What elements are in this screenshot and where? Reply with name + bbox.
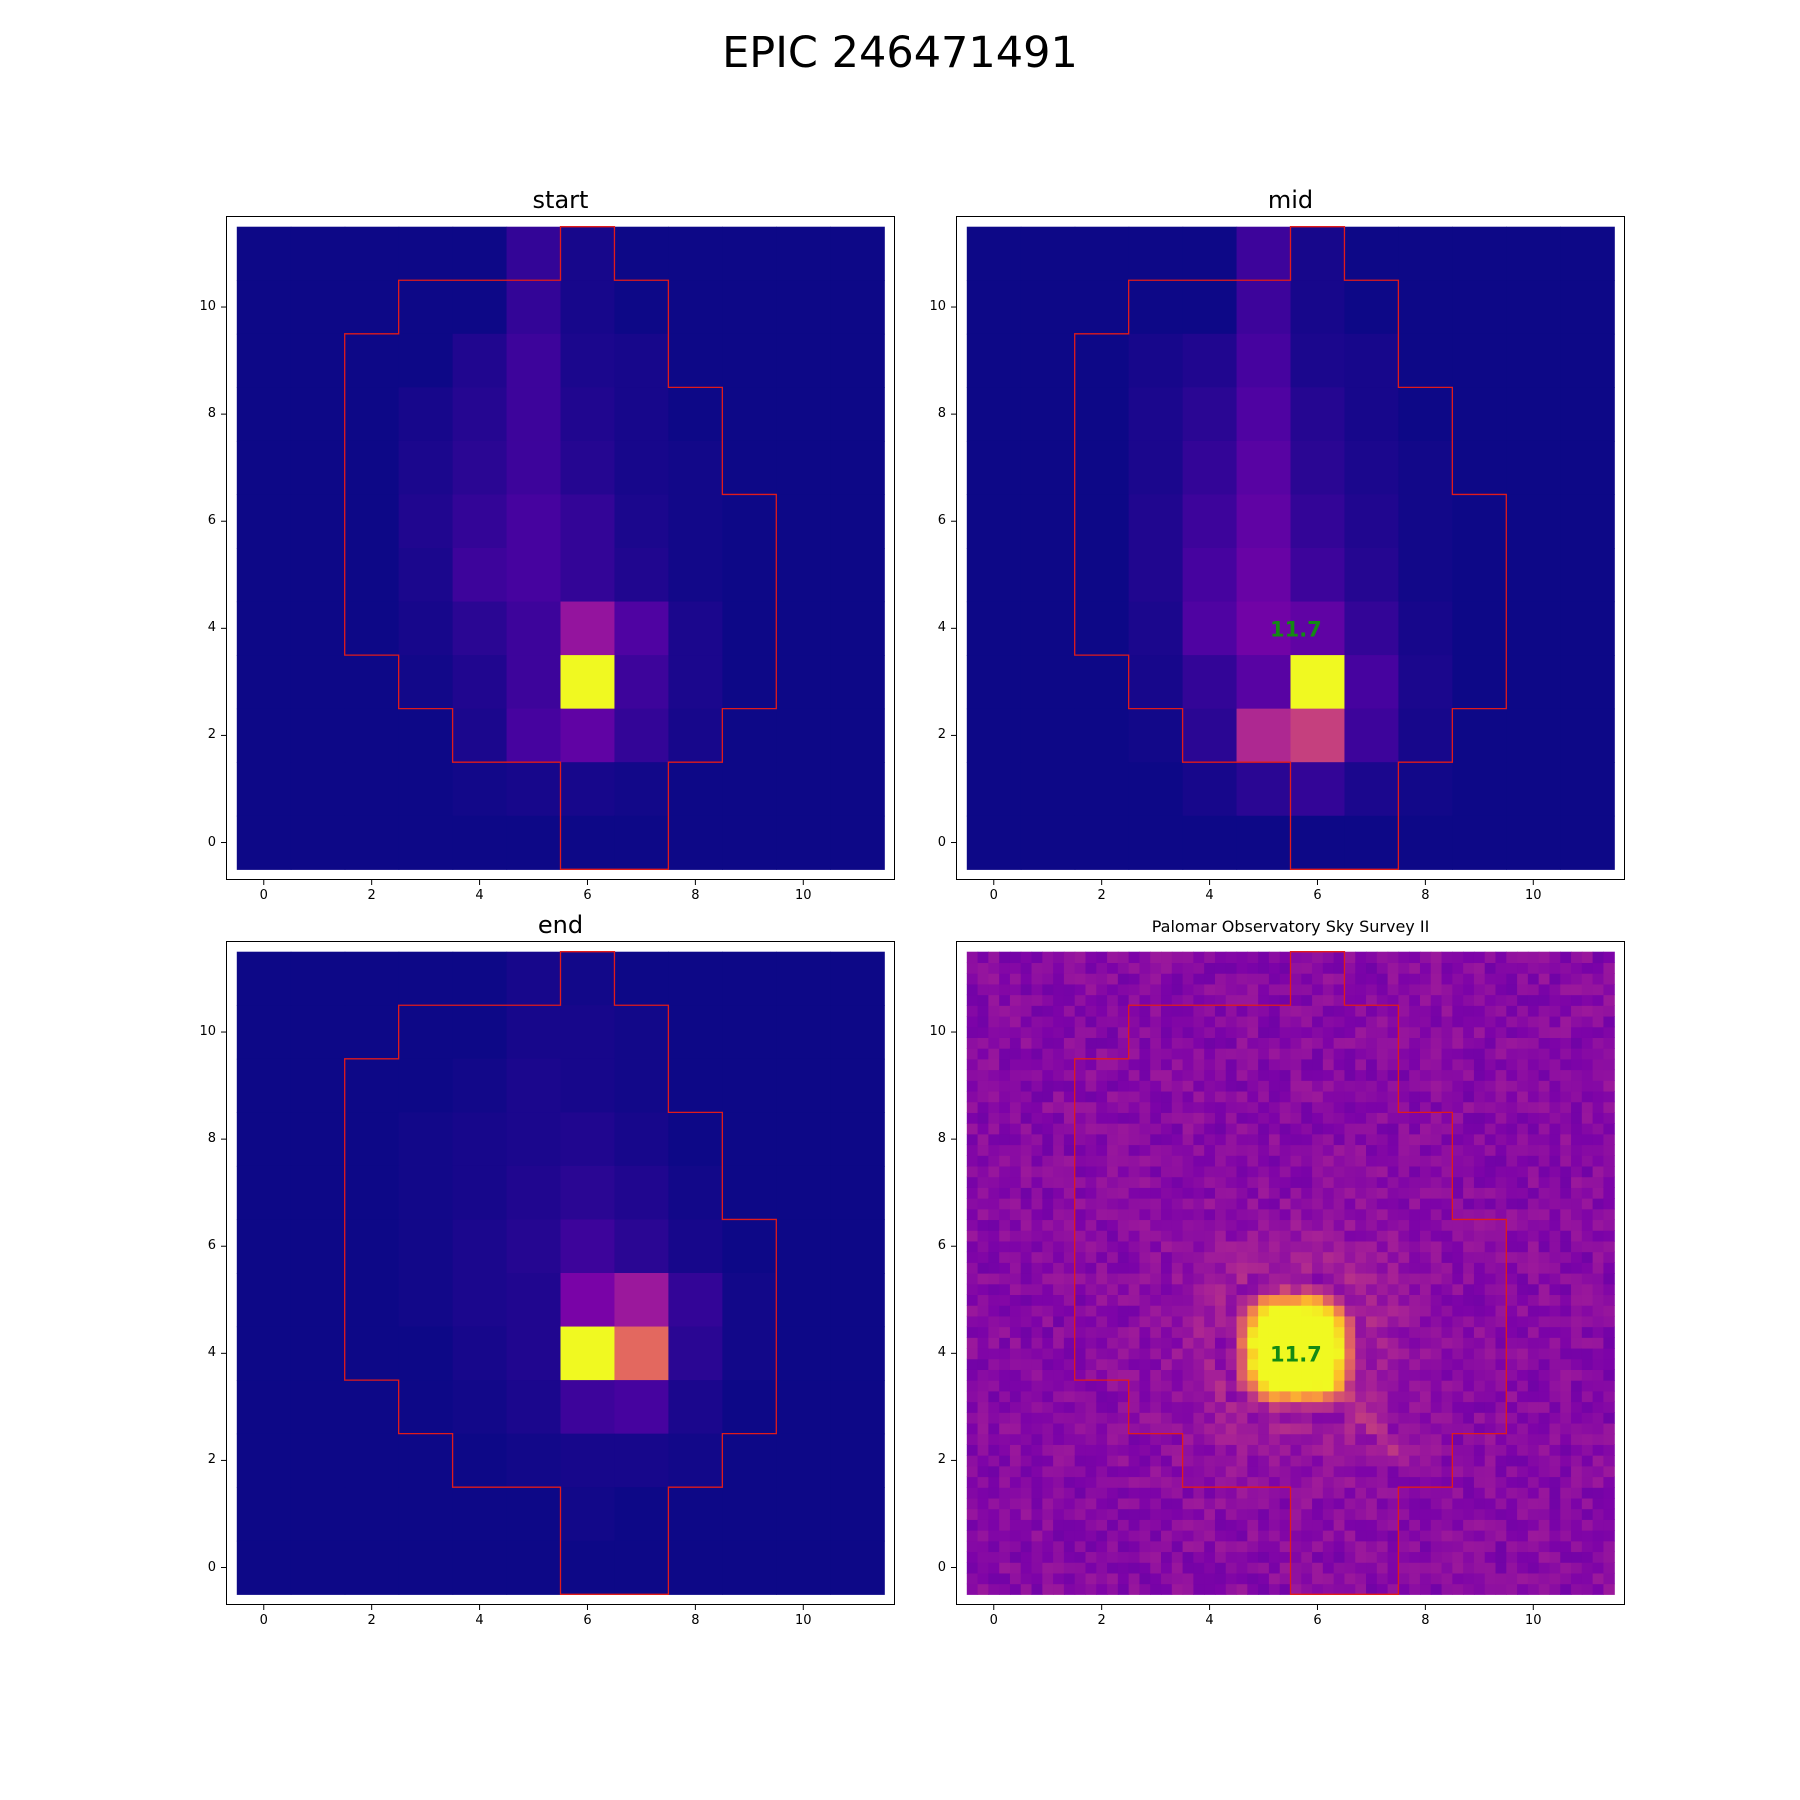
axes-end (226, 941, 895, 1605)
panel-title-survey: Palomar Observatory Sky Survey II (1151, 917, 1430, 936)
y-tick-label: 2 (937, 727, 946, 743)
y-tick-label: 0 (937, 834, 946, 850)
y-tick-label: 8 (937, 406, 946, 422)
y-tick-label: 8 (937, 1131, 946, 1147)
y-tick-label: 4 (937, 1345, 946, 1361)
x-tick-label: 2 (1097, 888, 1106, 903)
figure-title: EPIC 246471491 (722, 28, 1078, 78)
x-tick-label: 10 (1525, 888, 1542, 903)
x-tick-label: 10 (795, 888, 812, 903)
x-tick-label: 2 (1097, 1613, 1106, 1628)
x-tick-label: 8 (691, 1613, 700, 1628)
x-tick-label: 8 (1421, 888, 1430, 903)
x-tick-label: 2 (367, 888, 376, 903)
y-tick-label: 8 (207, 406, 216, 422)
y-tick-label: 6 (937, 513, 946, 529)
axes-start (226, 216, 895, 880)
x-tick-label: 10 (1525, 1613, 1542, 1628)
y-tick-label: 10 (199, 299, 216, 315)
y-tick-label: 8 (207, 1131, 216, 1147)
axes-mid (956, 216, 1625, 880)
x-tick-label: 4 (475, 888, 484, 903)
x-tick-label: 8 (691, 888, 700, 903)
y-tick-label: 0 (937, 1559, 946, 1575)
x-tick-label: 6 (1313, 1613, 1322, 1628)
panel-title-start: start (532, 186, 589, 214)
y-tick-label: 0 (207, 834, 216, 850)
x-tick-label: 4 (1205, 888, 1214, 903)
x-tick-label: 6 (583, 1613, 592, 1628)
x-tick-label: 0 (259, 888, 268, 903)
y-tick-label: 2 (207, 1452, 216, 1468)
axes-survey (956, 941, 1625, 1605)
y-tick-label: 10 (199, 1024, 216, 1040)
panel-title-end: end (537, 911, 584, 939)
x-tick-label: 6 (1313, 888, 1322, 903)
y-tick-label: 6 (937, 1238, 946, 1254)
x-tick-label: 8 (1421, 1613, 1430, 1628)
x-tick-label: 0 (259, 1613, 268, 1628)
y-tick-label: 4 (937, 620, 946, 636)
y-tick-label: 6 (207, 513, 216, 529)
panel-title-mid: mid (1267, 186, 1314, 214)
x-tick-label: 0 (989, 888, 998, 903)
y-tick-label: 10 (929, 299, 946, 315)
x-tick-label: 4 (475, 1613, 484, 1628)
y-tick-label: 0 (207, 1559, 216, 1575)
y-tick-label: 4 (207, 1345, 216, 1361)
y-tick-label: 4 (207, 620, 216, 636)
y-tick-label: 2 (207, 727, 216, 743)
y-tick-label: 6 (207, 1238, 216, 1254)
x-tick-label: 2 (367, 1613, 376, 1628)
x-tick-label: 6 (583, 888, 592, 903)
y-tick-label: 10 (929, 1024, 946, 1040)
x-tick-label: 4 (1205, 1613, 1214, 1628)
y-tick-label: 2 (937, 1452, 946, 1468)
x-tick-label: 0 (989, 1613, 998, 1628)
x-tick-label: 10 (795, 1613, 812, 1628)
